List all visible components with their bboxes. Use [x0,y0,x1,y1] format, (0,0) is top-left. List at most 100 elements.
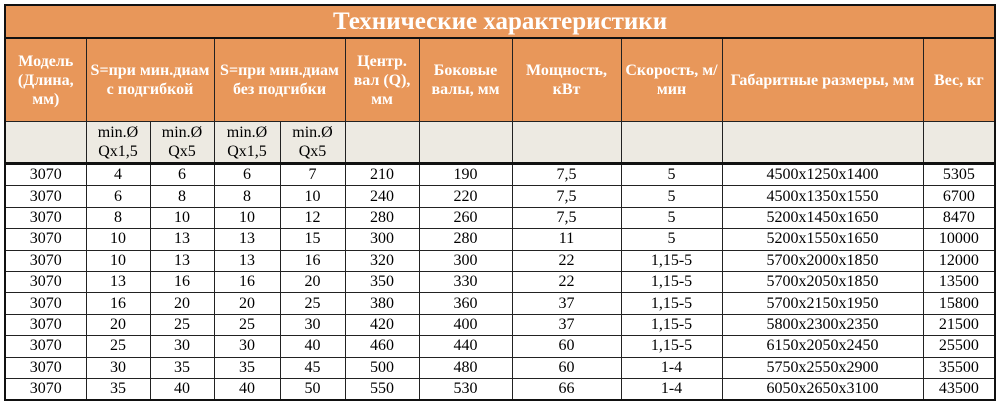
column-header: Мощность, кВт [511,37,622,122]
table-cell: 8 [85,206,151,230]
table-cell: 5200x1450x1650 [721,206,924,230]
subheader-cell [344,121,420,165]
table-cell: 280 [344,206,420,230]
table-cell: 37 [511,292,622,315]
table-cell: 5700x2000x1850 [721,249,924,272]
table-cell: 5 [620,206,723,230]
table-cell: 240 [344,185,420,208]
table-cell: 5700x2150x1950 [721,292,924,315]
table-cell: 280 [418,228,513,251]
table-cell: 7,5 [511,206,622,230]
table-cell: 22 [511,270,622,294]
column-header: Центр. вал (Q), мм [344,37,420,122]
table-cell: 5 [620,162,723,187]
table-cell: 10 [85,228,151,251]
table-cell: 3070 [4,162,87,187]
table-cell: 4500x1350x1550 [721,185,924,208]
table-row: 3070 25 30 30 40 460 440 60 1,15-5 6150x2050x2450… [4,335,996,358]
table-cell: 300 [418,249,513,272]
table-cell: 13 [213,228,281,251]
table-cell: 40 [279,335,346,358]
table-cell: 30 [279,313,346,337]
table-cell: 6 [213,162,281,187]
table-cell: 16 [279,249,346,272]
table-row: 3070 30 35 35 45 500 480 60 1-4 5750x2550x2900 355… [4,356,996,379]
table-cell: 35 [149,356,215,379]
table-cell: 21500 [922,313,996,337]
table-cell: 360 [418,292,513,315]
table-cell: 25 [213,313,281,337]
table-cell: 420 [344,313,420,337]
table-cell: 3070 [4,313,87,337]
table-cell: 1,15-5 [620,292,723,315]
table-cell: 210 [344,162,420,187]
table-title: Технические характеристики [4,4,996,39]
table-cell: 5 [620,185,723,208]
subheader-cell: min.Ø Qx1,5 [85,121,151,165]
subheader-cell [4,121,87,165]
table-cell: 15 [279,228,346,251]
table-cell: 8470 [922,206,996,230]
table-cell: 13 [85,270,151,294]
table-cell: 20 [279,270,346,294]
table-row: 3070 4 6 6 7 210 190 7,5 5 4500x1250x1400 5305 [4,162,996,187]
column-header: Боковые валы, мм [418,37,513,122]
table-cell: 3070 [4,249,87,272]
table-row: 3070 20 25 25 30 420 400 37 1,15-5 5800x2300x2350… [4,313,996,337]
table-cell: 13 [149,249,215,272]
table-row: 3070 10 13 13 16 320 300 22 1,15-5 5700x2000x1850… [4,249,996,272]
table-cell: 60 [511,356,622,379]
table-cell: 6 [149,162,215,187]
table-cell: 300 [344,228,420,251]
table-cell: 16 [213,270,281,294]
table-cell: 60 [511,335,622,358]
subheader-cell [620,121,723,165]
table-cell: 25 [279,292,346,315]
table-row: 3070 8 10 10 12 280 260 7,5 5 5200x1450x1650 8470 [4,206,996,230]
table-cell: 3070 [4,335,87,358]
table-cell: 3070 [4,356,87,379]
table-cell: 30 [213,335,281,358]
table-cell: 6050x2650x3100 [721,377,924,401]
column-header: S=при мин.диам без подгибки [213,37,346,122]
subheader-cell [511,121,622,165]
column-header: Вес, кг [922,37,996,122]
table-cell: 1,15-5 [620,313,723,337]
table-cell: 5305 [922,162,996,187]
table-cell: 10 [149,206,215,230]
table-cell: 20 [85,313,151,337]
table-cell: 260 [418,206,513,230]
table-cell: 480 [418,356,513,379]
table-cell: 43500 [922,377,996,401]
table-cell: 25 [149,313,215,337]
table-cell: 12 [279,206,346,230]
table-cell: 13500 [922,270,996,294]
table-cell: 330 [418,270,513,294]
table-row: 3070 13 16 16 20 350 330 22 1,15-5 5700x2050x1850… [4,270,996,294]
table-cell: 3070 [4,228,87,251]
table-cell: 25 [85,335,151,358]
table-row: 3070 10 13 13 15 300 280 11 5 5200x1550x1650 10000 [4,228,996,251]
table-cell: 30 [149,335,215,358]
table-cell: 10 [279,185,346,208]
table-cell: 460 [344,335,420,358]
table-cell: 320 [344,249,420,272]
table-cell: 4500x1250x1400 [721,162,924,187]
table-cell: 7,5 [511,185,622,208]
table-cell: 6700 [922,185,996,208]
table-cell: 3070 [4,377,87,401]
table-cell: 8 [213,185,281,208]
table-cell: 7 [279,162,346,187]
table-cell: 50 [279,377,346,401]
table-cell: 1-4 [620,377,723,401]
table-cell: 30 [85,356,151,379]
table-cell: 4 [85,162,151,187]
table-cell: 3070 [4,185,87,208]
table-cell: 7,5 [511,162,622,187]
table-cell: 10000 [922,228,996,251]
table-cell: 380 [344,292,420,315]
spec-table: Технические характеристики Модель (Длина… [4,4,997,402]
subheader-cell [418,121,513,165]
table-row: 3070 35 40 40 50 550 530 66 1-4 6050x2650x3100 435… [4,377,996,401]
subheader-cell: min.Ø Qx5 [149,121,215,165]
